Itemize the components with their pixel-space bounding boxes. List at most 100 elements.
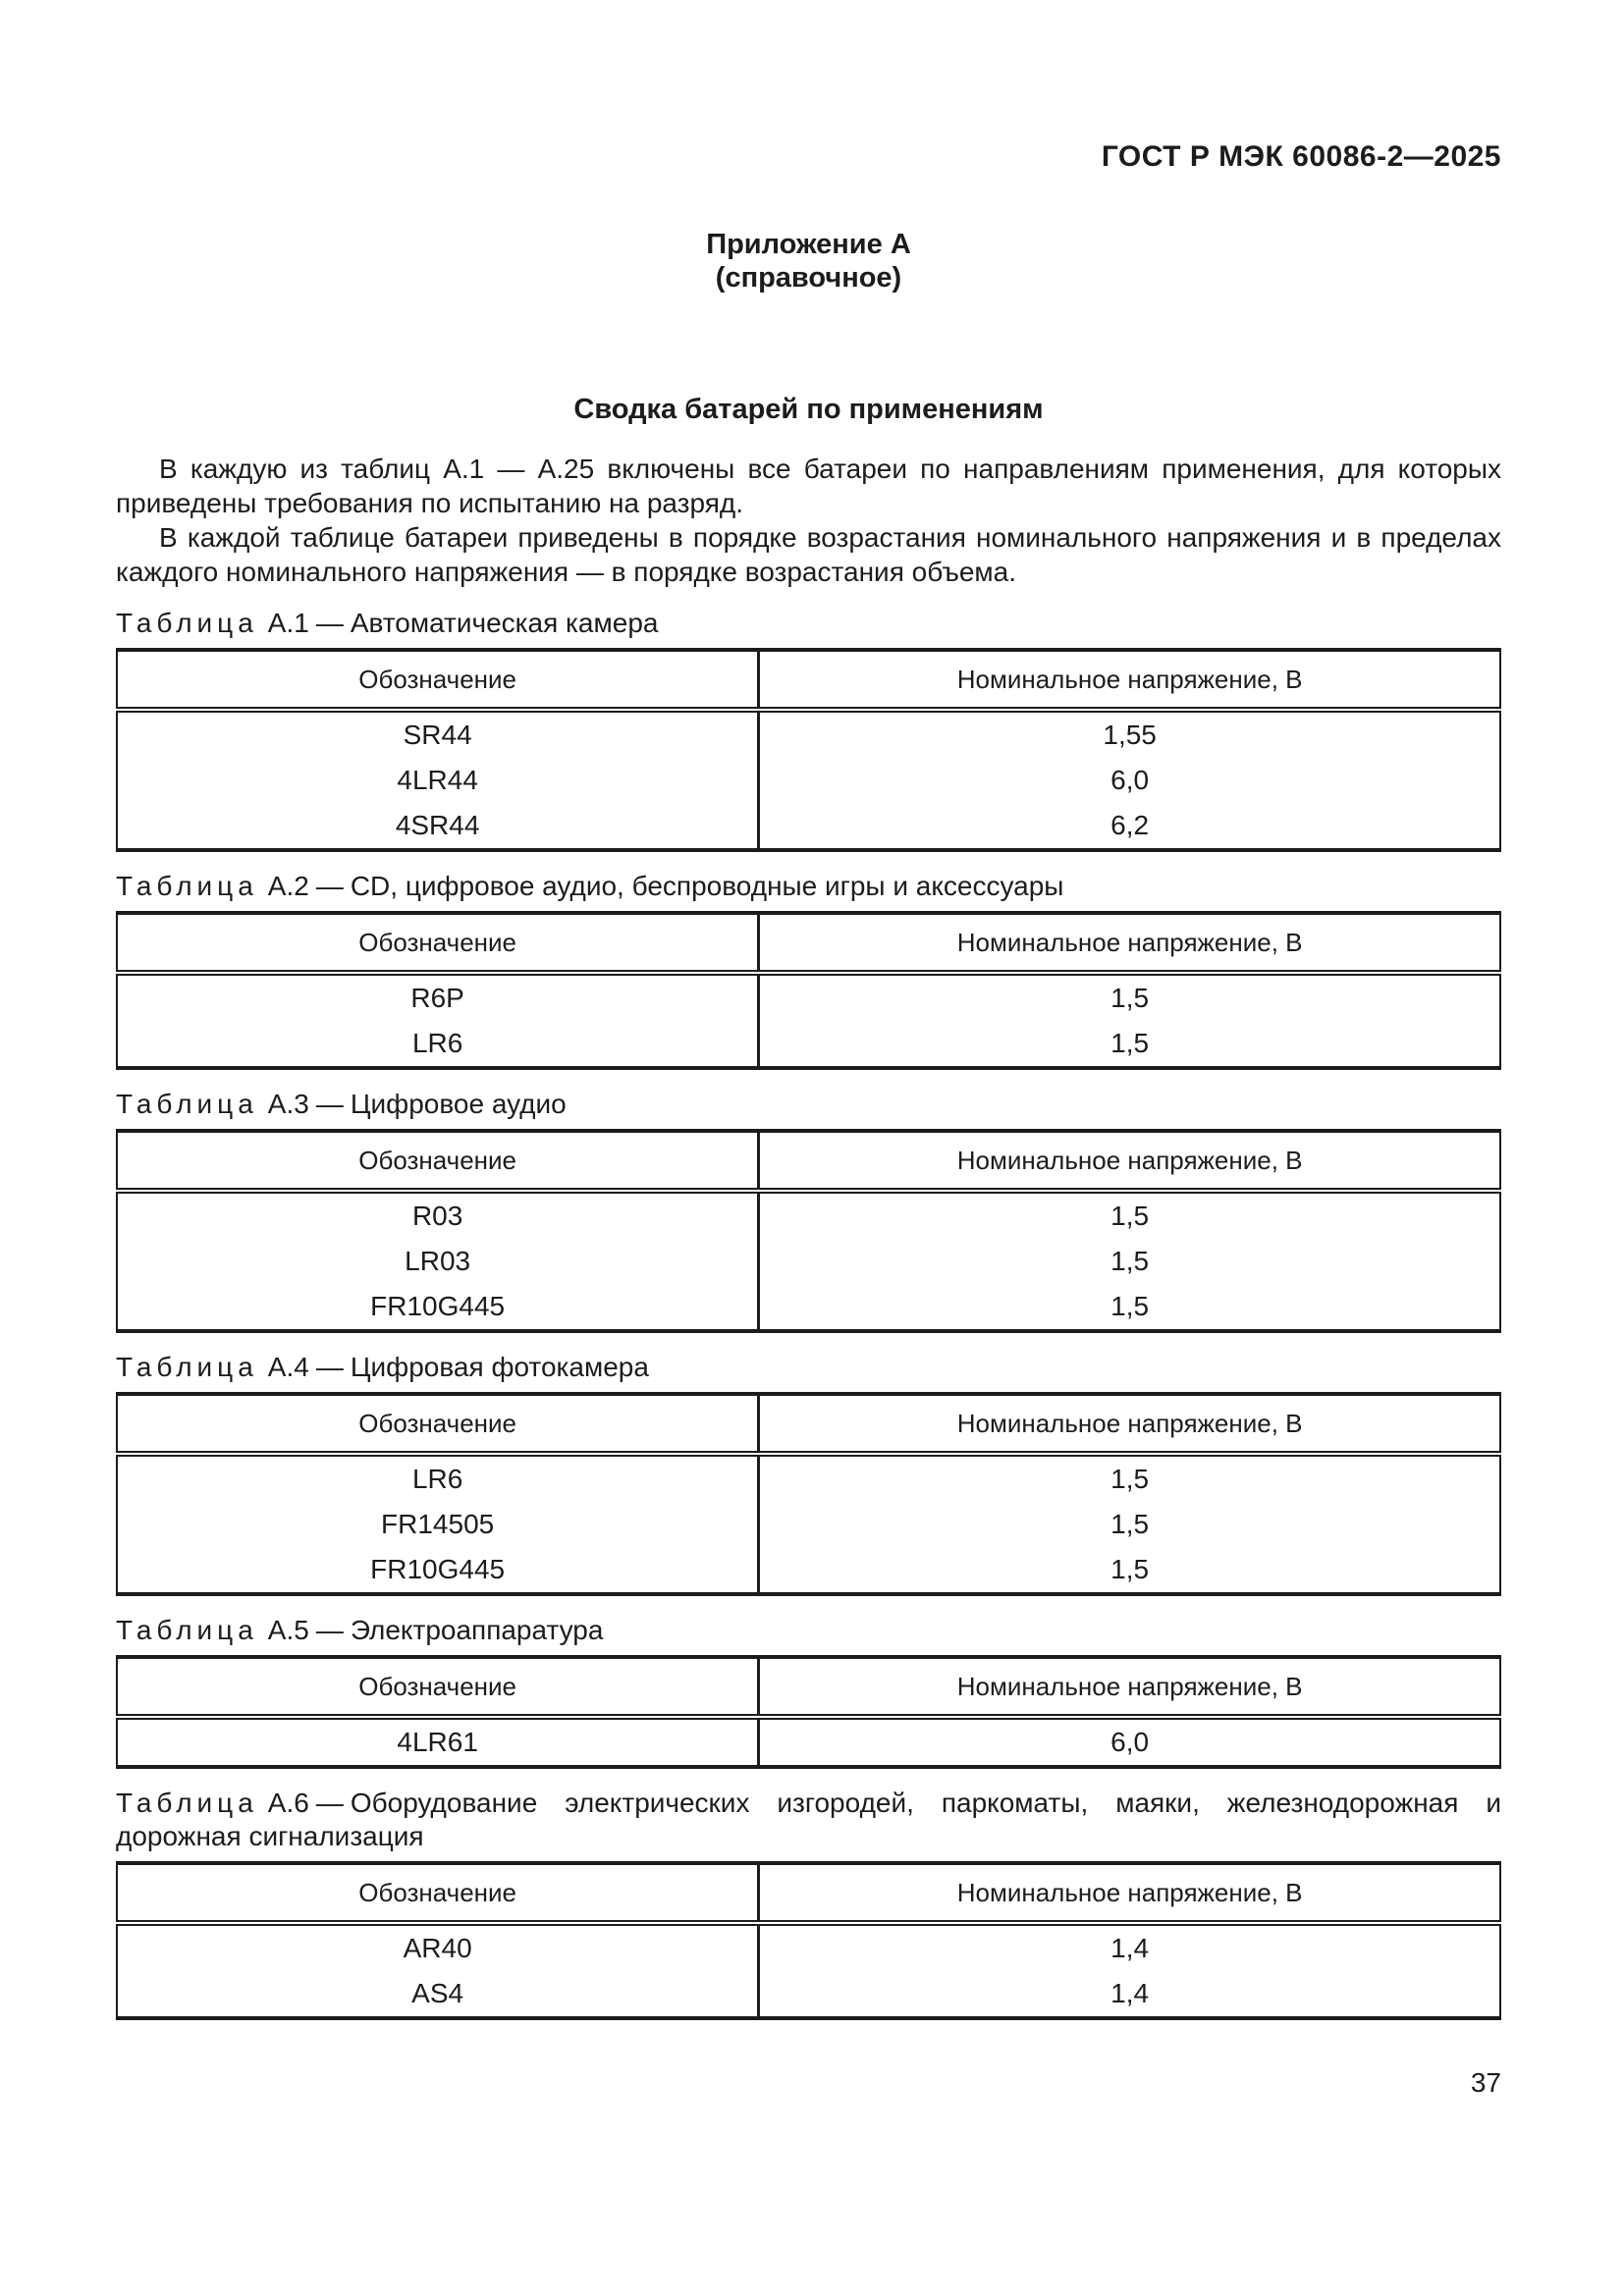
table-header-row: Обозначение Номинальное напряжение, В	[117, 913, 1500, 976]
cell-designation: 4SR44	[117, 803, 761, 850]
cell-voltage: 1,4	[1110, 1933, 1150, 1963]
table-caption-word: Таблица	[116, 1352, 258, 1382]
table-row: LR6 1,5	[117, 1021, 1500, 1068]
table-header-row: Обозначение Номинальное напряжение, В	[117, 650, 1500, 713]
page-number: 37	[1470, 2067, 1501, 2098]
table-caption: Таблица А.5— Электроаппаратура	[116, 1614, 1501, 1647]
cell-voltage: 1,55	[1103, 720, 1157, 750]
cell-designation: AS4	[117, 1971, 761, 2018]
table-caption-number: А.1	[267, 608, 309, 638]
table-block: Таблица А.5— Электроаппаратура Обозначение…	[116, 1614, 1501, 1769]
battery-table: Обозначение Номинальное напряжение, В 4L…	[116, 1655, 1501, 1769]
cell-designation: 4LR61	[117, 1717, 761, 1767]
cell-voltage: 6,0	[1110, 1727, 1150, 1757]
table-body: 4LR61 6,0	[117, 1717, 1500, 1767]
cell-designation: LR03	[117, 1239, 761, 1284]
table-block: Таблица А.6— Оборудование электрических из…	[116, 1787, 1501, 2020]
col-designation-header: Обозначение	[117, 1863, 761, 1926]
appendix-heading: Приложение А (справочное)	[116, 228, 1501, 294]
col-voltage-header: Номинальное напряжение, В	[758, 1863, 1500, 1926]
page-content: ГОСТ Р МЭК 60086-2—2025 Приложение А (сп…	[116, 140, 1501, 2020]
table-block: Таблица А.1— Автоматическая камера Обознач…	[116, 607, 1501, 852]
col-designation-header: Обозначение	[117, 913, 761, 976]
table-row: 4LR44 6,0	[117, 758, 1500, 803]
cell-voltage: 6,0	[1110, 765, 1150, 795]
table-row: LR03 1,5	[117, 1239, 1500, 1284]
cell-voltage: 1,4	[1110, 1978, 1150, 2008]
cell-voltage: 6,2	[1110, 810, 1150, 840]
col-voltage-header: Номинальное напряжение, В	[758, 1394, 1500, 1457]
table-caption-title: Цифровая фотокамера	[350, 1352, 649, 1382]
table-block: Таблица А.4— Цифровая фотокамера Обозначен…	[116, 1351, 1501, 1596]
table-body: SR44 1,55 4LR44 6,0 4SR44 6,2	[117, 710, 1500, 850]
table-caption-word: Таблица	[116, 1788, 258, 1818]
table-caption: Таблица А.2— CD, цифровое аудио, беспровод…	[116, 870, 1501, 903]
cell-designation: LR6	[117, 1454, 761, 1502]
section-title: Сводка батарей по применениям	[573, 394, 1044, 425]
body-paragraph-2: В каждой таблице батареи приведены в пор…	[116, 522, 1501, 587]
cell-voltage: 1,5	[1110, 1028, 1150, 1058]
table-caption-number: А.5	[267, 1615, 309, 1645]
table-body: R6P 1,5 LR6 1,5	[117, 973, 1500, 1068]
table-caption-dash: —	[315, 1788, 344, 1818]
col-voltage-header: Номинальное напряжение, В	[758, 913, 1500, 976]
cell-designation: SR44	[117, 710, 761, 758]
col-voltage-header: Номинальное напряжение, В	[758, 650, 1500, 713]
battery-table: Обозначение Номинальное напряжение, В AR…	[116, 1861, 1501, 2020]
tables-container: Таблица А.1— Автоматическая камера Обознач…	[116, 607, 1501, 2020]
cell-designation: FR10G445	[117, 1547, 761, 1594]
table-row: 4SR44 6,2	[117, 803, 1500, 850]
table-caption: Таблица А.1— Автоматическая камера	[116, 607, 1501, 640]
col-designation-header: Обозначение	[117, 1657, 761, 1720]
table-caption-title: Автоматическая камера	[350, 608, 659, 638]
table-caption-dash: —	[315, 871, 344, 901]
cell-voltage: 1,5	[1110, 983, 1150, 1013]
table-row: FR10G445 1,5	[117, 1547, 1500, 1594]
battery-table: Обозначение Номинальное напряжение, В LR…	[116, 1392, 1501, 1596]
battery-table: Обозначение Номинальное напряжение, В SR…	[116, 648, 1501, 852]
cell-voltage: 1,5	[1110, 1201, 1150, 1231]
table-caption: Таблица А.4— Цифровая фотокамера	[116, 1351, 1501, 1384]
table-caption-number: А.3	[267, 1089, 309, 1119]
table-row: LR6 1,5	[117, 1454, 1500, 1502]
appendix-title: Приложение А	[706, 229, 911, 260]
cell-designation: R6P	[117, 973, 761, 1021]
table-header-row: Обозначение Номинальное напряжение, В	[117, 1131, 1500, 1194]
cell-designation: LR6	[117, 1021, 761, 1068]
col-designation-header: Обозначение	[117, 650, 761, 713]
cell-designation: 4LR44	[117, 758, 761, 803]
table-header-row: Обозначение Номинальное напряжение, В	[117, 1657, 1500, 1720]
table-caption-dash: —	[315, 1615, 344, 1645]
table-row: R03 1,5	[117, 1191, 1500, 1239]
table-row: AS4 1,4	[117, 1971, 1500, 2018]
table-caption-word: Таблица	[116, 1089, 258, 1119]
col-designation-header: Обозначение	[117, 1394, 761, 1457]
table-caption-dash: —	[315, 608, 344, 638]
table-caption-title: CD, цифровое аудио, беспроводные игры и …	[350, 871, 1064, 901]
col-voltage-header: Номинальное напряжение, В	[758, 1657, 1500, 1720]
table-row: FR14505 1,5	[117, 1502, 1500, 1547]
appendix-type: (справочное)	[715, 262, 902, 294]
table-body: AR40 1,4 AS4 1,4	[117, 1923, 1500, 2018]
table-block: Таблица А.3— Цифровое аудио Обозначение Но…	[116, 1088, 1501, 1333]
table-row: R6P 1,5	[117, 973, 1500, 1021]
table-caption-dash: —	[315, 1352, 344, 1382]
table-block: Таблица А.2— CD, цифровое аудио, беспровод…	[116, 870, 1501, 1070]
table-caption-word: Таблица	[116, 871, 258, 901]
cell-voltage: 1,5	[1110, 1291, 1150, 1321]
standard-code-header: ГОСТ Р МЭК 60086-2—2025	[1101, 140, 1501, 173]
cell-voltage: 1,5	[1110, 1554, 1150, 1584]
cell-voltage: 1,5	[1110, 1464, 1150, 1494]
table-row: 4LR61 6,0	[117, 1717, 1500, 1767]
cell-voltage: 1,5	[1110, 1509, 1150, 1539]
table-header-row: Обозначение Номинальное напряжение, В	[117, 1863, 1500, 1926]
cell-voltage: 1,5	[1110, 1246, 1150, 1276]
col-voltage-header: Номинальное напряжение, В	[758, 1131, 1500, 1194]
cell-designation: FR14505	[117, 1502, 761, 1547]
table-row: SR44 1,55	[117, 710, 1500, 758]
table-caption-number: А.2	[267, 871, 309, 901]
battery-table: Обозначение Номинальное напряжение, В R6…	[116, 911, 1501, 1070]
body-paragraphs: В каждую из таблиц А.1 — А.25 включены в…	[116, 452, 1501, 589]
table-body: R03 1,5 LR03 1,5 FR10G445 1,5	[117, 1191, 1500, 1331]
